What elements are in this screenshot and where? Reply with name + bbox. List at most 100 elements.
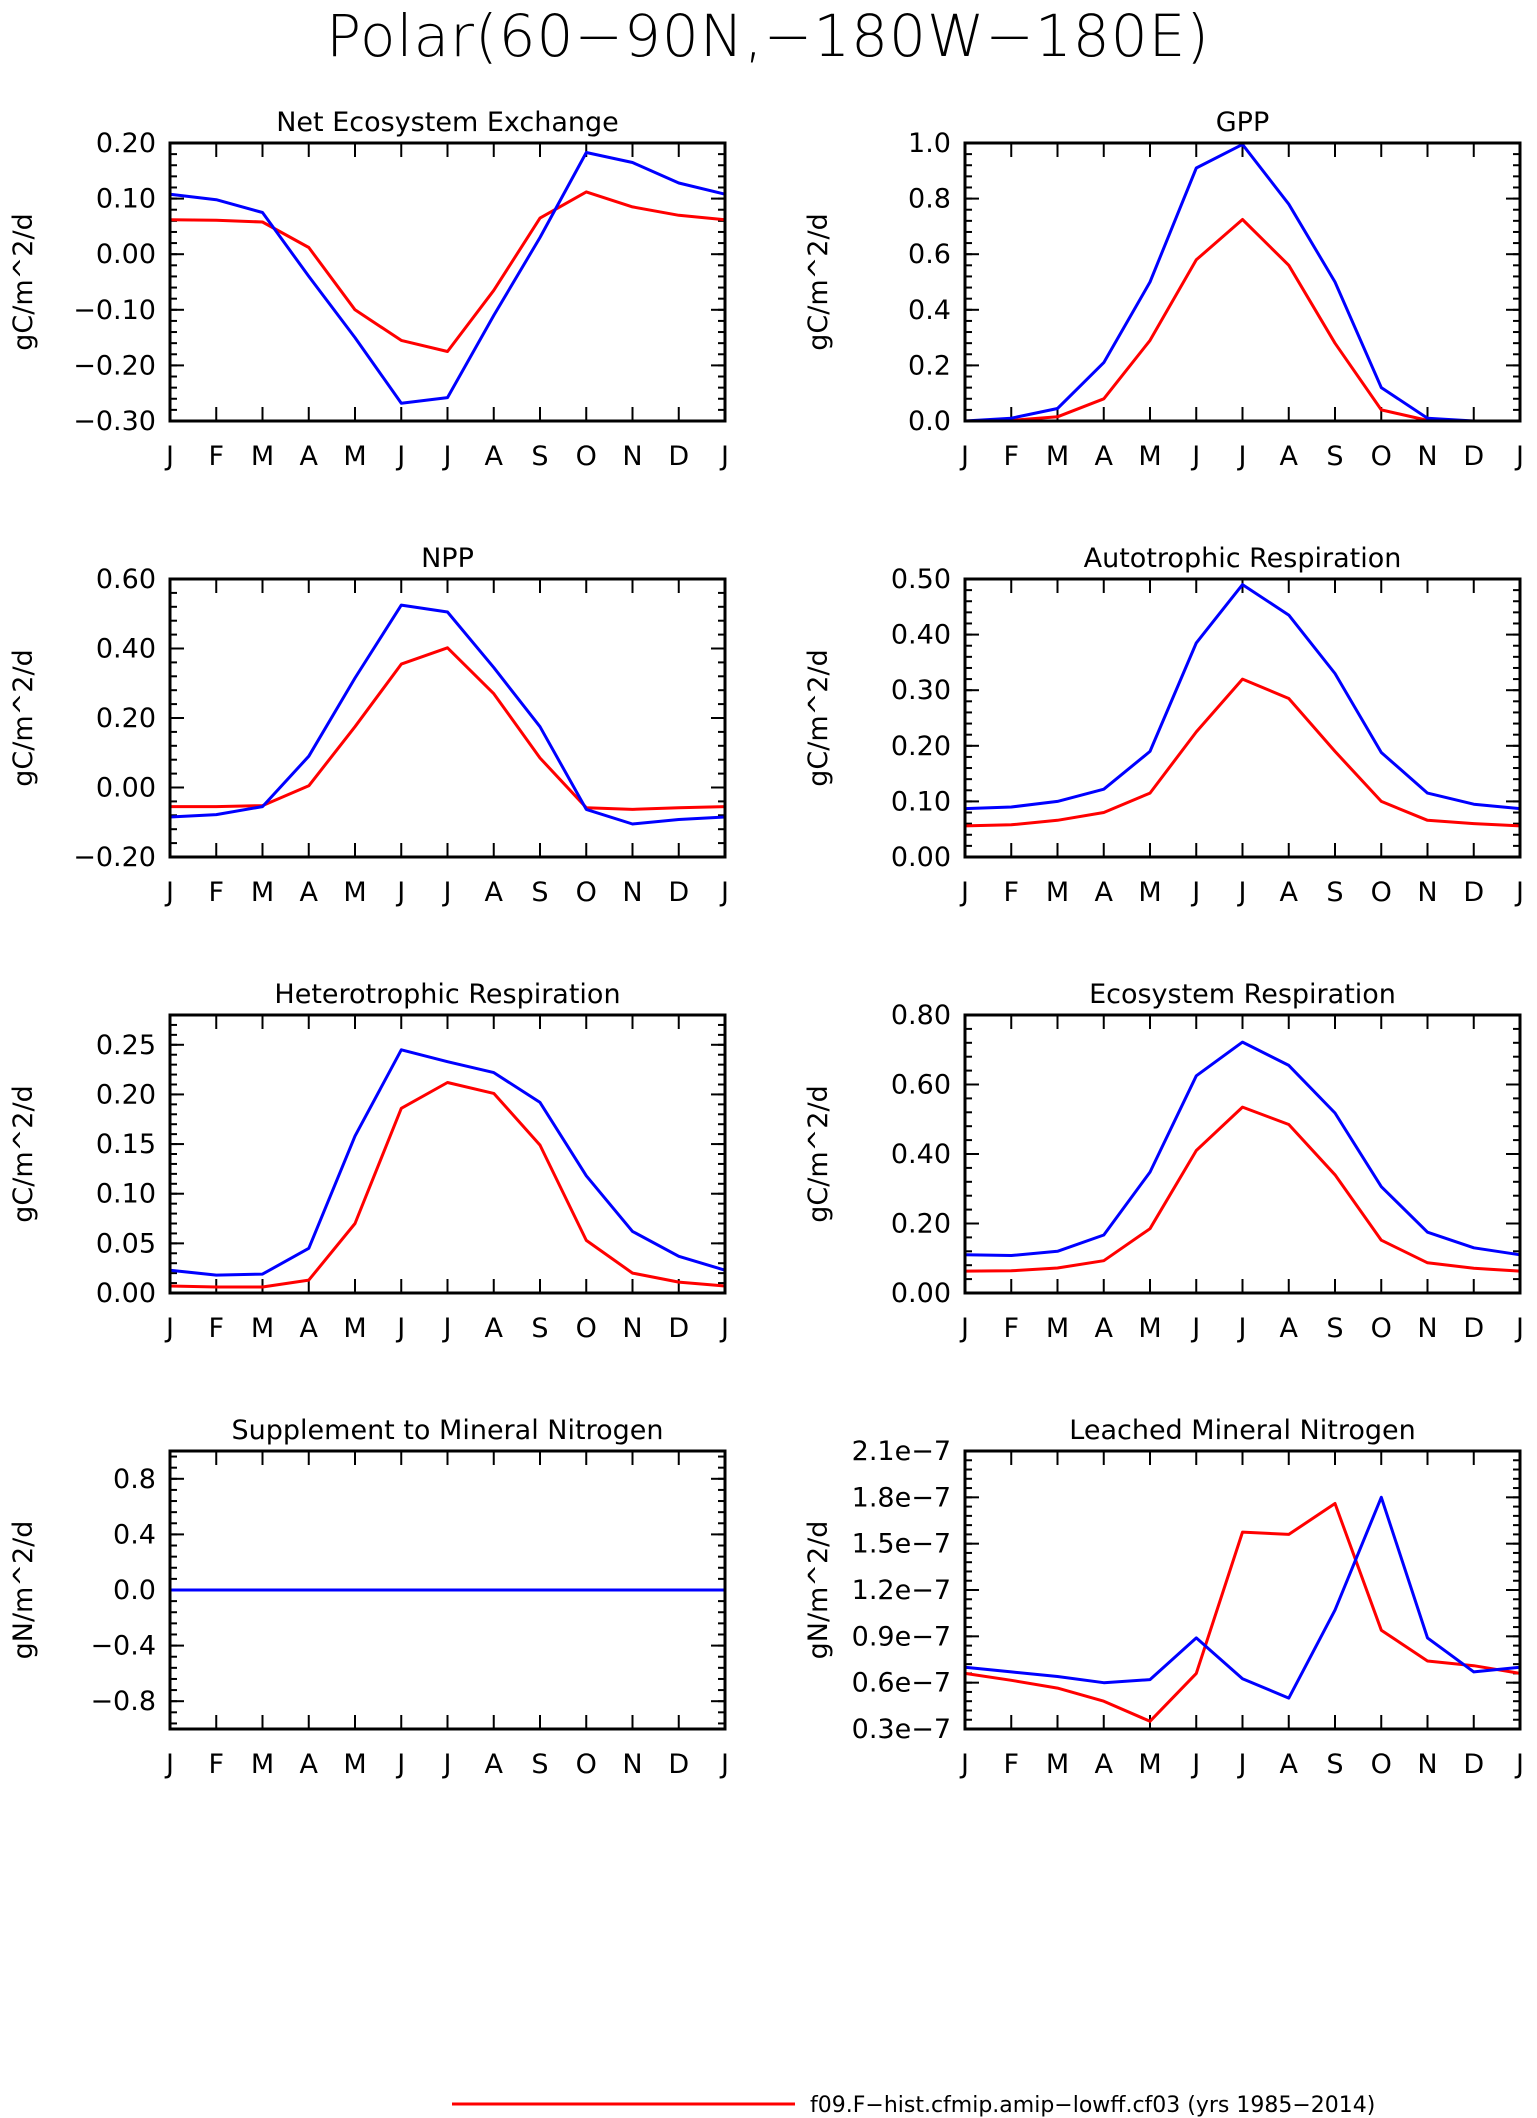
x-tick-label: J	[1237, 441, 1247, 472]
y-tick-label: 0.0	[113, 1575, 156, 1606]
x-tick-label: M	[251, 441, 274, 472]
plot-frame	[168, 1013, 727, 1295]
panel-4: Autotrophic Respiration gC/m^2/d 0.00 0.10 0…	[803, 543, 1524, 908]
x-tick-label: M	[1138, 1749, 1161, 1780]
legend-label: f09.F−hist.cfmip.amip−lowff.cf03 (yrs 19…	[810, 2093, 1375, 2118]
series-blue-line	[964, 583, 1521, 811]
x-tick-label: J	[395, 877, 405, 908]
x-tick-label: F	[1003, 441, 1019, 472]
x-tick-label: D	[668, 1313, 689, 1344]
y-tick-label: 0.20	[96, 1079, 156, 1110]
y-axis-label: gC/m^2/d	[803, 213, 834, 350]
series-blue-line	[169, 1048, 726, 1277]
panel-title: Heterotrophic Respiration	[274, 979, 620, 1010]
y-tick-label: 0.20	[96, 703, 156, 734]
x-tick-label: A	[1095, 1749, 1114, 1780]
y-tick-label: 0.25	[96, 1030, 156, 1061]
plot-frame	[963, 1013, 1522, 1295]
panels: Net Ecosystem Exchange gC/m^2/d −0.30 −0.20…	[8, 107, 1524, 1780]
series-blue-line	[169, 603, 726, 826]
x-tick-label: J	[1237, 877, 1247, 908]
y-tick-label: 0.15	[96, 1129, 156, 1160]
plot-frame	[168, 577, 727, 859]
x-tick-label: M	[251, 1749, 274, 1780]
panel-8: Leached Mineral Nitrogen gN/m^2/d 0.3e−7 0.…	[803, 1415, 1524, 1780]
y-tick-label: 0.00	[96, 239, 156, 270]
x-tick-label: S	[531, 877, 548, 908]
x-tick-label: J	[1514, 441, 1524, 472]
y-axis-label: gC/m^2/d	[8, 1085, 39, 1222]
x-tick-label: F	[1003, 1313, 1019, 1344]
x-tick-label: A	[1280, 877, 1299, 908]
panel-7: Supplement to Mineral Nitrogen gN/m^2/d −0…	[8, 1415, 729, 1780]
x-tick-label: M	[343, 441, 366, 472]
x-tick-label: J	[442, 877, 452, 908]
x-tick-label: D	[1463, 441, 1484, 472]
x-tick-label: M	[1138, 441, 1161, 472]
x-tick-label: J	[1190, 877, 1200, 908]
y-tick-label: 0.10	[96, 184, 156, 215]
x-tick-label: J	[719, 1313, 729, 1344]
x-tick-label: A	[485, 441, 504, 472]
x-tick-label: D	[668, 877, 689, 908]
series-blue-line	[964, 1495, 1521, 1700]
y-tick-label: 0.8	[113, 1464, 156, 1495]
figure-title: Polar(60−90N,−180W−180E)	[326, 2, 1210, 70]
y-tick-label: 0.40	[96, 634, 156, 665]
x-tick-label: M	[251, 877, 274, 908]
y-tick-label: 0.4	[113, 1519, 156, 1550]
x-tick-label: S	[531, 441, 548, 472]
series-red-line	[169, 190, 726, 353]
y-tick-label: 1.8e−7	[852, 1482, 951, 1513]
y-tick-label: 1.5e−7	[852, 1529, 951, 1560]
y-tick-label: 0.80	[891, 1000, 951, 1031]
panel-6: Ecosystem Respiration gC/m^2/d 0.00 0.20 0.4…	[803, 979, 1524, 1344]
x-tick-label: S	[1326, 877, 1343, 908]
x-tick-label: A	[1095, 1313, 1114, 1344]
x-tick-label: N	[1417, 1313, 1437, 1344]
x-tick-label: O	[1371, 1749, 1392, 1780]
x-tick-label: J	[1514, 1313, 1524, 1344]
y-tick-label: 1.2e−7	[852, 1575, 951, 1606]
y-tick-label: 0.20	[96, 128, 156, 159]
x-tick-label: M	[343, 1749, 366, 1780]
x-tick-label: N	[1417, 1749, 1437, 1780]
y-tick-label: 0.00	[96, 1278, 156, 1309]
panel-title: GPP	[1216, 107, 1270, 138]
plot-frame	[963, 141, 1522, 423]
x-tick-label: J	[959, 877, 969, 908]
series-blue-line	[964, 1040, 1521, 1257]
y-tick-label: −0.10	[73, 295, 156, 326]
y-tick-label: 0.10	[96, 1179, 156, 1210]
y-axis-label: gN/m^2/d	[803, 1521, 834, 1660]
panel-5: Heterotrophic Respiration gC/m^2/d 0.00 0.0…	[8, 979, 729, 1344]
y-tick-label: 0.00	[891, 1278, 951, 1309]
x-tick-label: M	[343, 877, 366, 908]
x-tick-label: O	[1371, 1313, 1392, 1344]
x-tick-label: J	[442, 441, 452, 472]
y-tick-label: 0.10	[891, 786, 951, 817]
panel-title: NPP	[421, 543, 474, 574]
y-tick-label: 0.50	[891, 564, 951, 595]
plot-frame	[168, 141, 727, 423]
x-tick-label: S	[531, 1313, 548, 1344]
x-tick-label: A	[1280, 441, 1299, 472]
x-tick-label: J	[959, 441, 969, 472]
x-tick-label: J	[1514, 877, 1524, 908]
x-tick-label: J	[719, 877, 729, 908]
panel-title: Autotrophic Respiration	[1084, 543, 1402, 574]
x-tick-label: J	[164, 441, 174, 472]
x-tick-label: F	[1003, 1749, 1019, 1780]
x-tick-label: M	[1046, 441, 1069, 472]
x-tick-label: M	[1046, 877, 1069, 908]
series-red-line	[964, 218, 1520, 423]
x-tick-label: J	[1237, 1313, 1247, 1344]
x-tick-label: A	[300, 1313, 319, 1344]
y-axis-label: gC/m^2/d	[8, 213, 39, 350]
panel-1: Net Ecosystem Exchange gC/m^2/d −0.30 −0.20…	[8, 107, 729, 472]
x-tick-label: A	[1280, 1749, 1299, 1780]
x-tick-label: A	[1280, 1313, 1299, 1344]
x-tick-label: S	[1326, 441, 1343, 472]
y-tick-label: −0.20	[73, 350, 156, 381]
